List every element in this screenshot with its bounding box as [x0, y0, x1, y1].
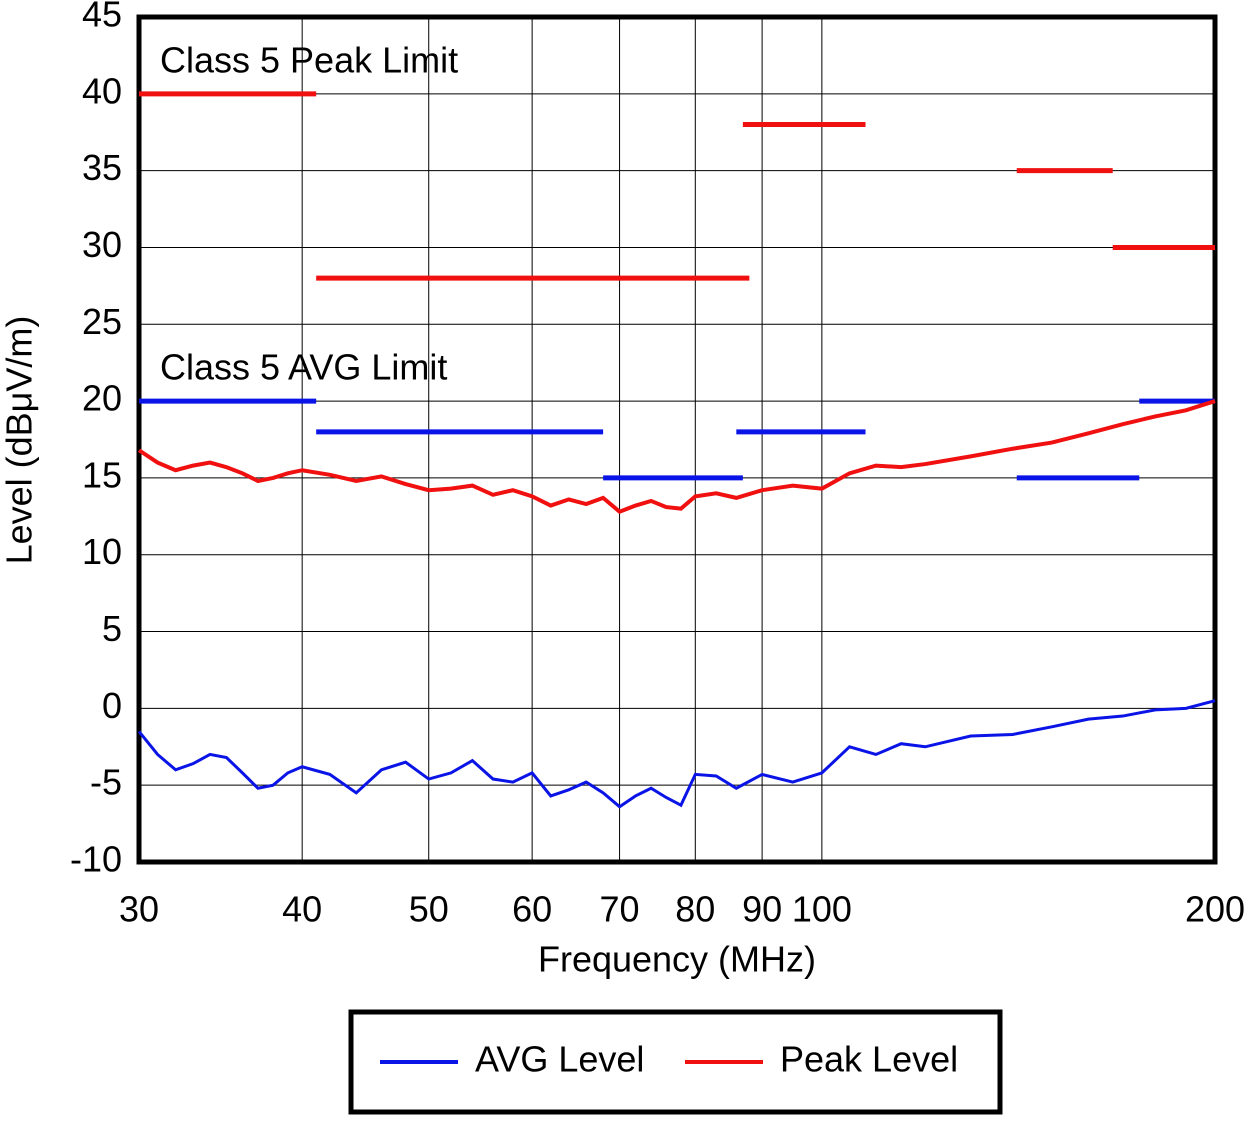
legend-box: [348, 1009, 1003, 1115]
x-tick-label: 60: [512, 889, 552, 930]
y-tick-label: 15: [82, 454, 122, 495]
y-tick-label: 35: [82, 147, 122, 188]
x-tick-label: 80: [675, 889, 715, 930]
plot-frame: [136, 14, 1218, 865]
y-tick-label: -10: [70, 839, 122, 880]
series-line: [137, 699, 1216, 809]
y-tick-label: 20: [82, 378, 122, 419]
x-tick-label: 30: [119, 889, 159, 930]
x-tick-label: 70: [600, 889, 640, 930]
x-tick-label: 40: [282, 889, 322, 930]
x-tick-label: 90: [742, 889, 782, 930]
y-tick-label: 0: [102, 685, 122, 726]
y-tick-label: -5: [90, 762, 122, 803]
y-tick-label: 40: [82, 70, 122, 111]
series-line: [137, 399, 1216, 514]
y-tick-label: 5: [102, 608, 122, 649]
y-axis-label: Level (dBμV/m): [0, 316, 40, 565]
limit-annotation: Class 5 AVG Limit: [160, 347, 447, 388]
y-tick-label: 10: [82, 531, 122, 572]
y-tick-label: 45: [82, 0, 122, 35]
x-tick-label: 50: [409, 889, 449, 930]
x-axis-label: Frequency (MHz): [538, 939, 816, 980]
legend-label: AVG Level: [475, 1039, 644, 1080]
y-tick-label: 25: [82, 301, 122, 342]
x-tick-label: 200: [1185, 889, 1245, 930]
y-tick-label: 30: [82, 224, 122, 265]
legend-label: Peak Level: [780, 1039, 958, 1080]
x-tick-label: 100: [792, 889, 852, 930]
limit-annotation: Class 5 Peak Limit: [160, 39, 458, 80]
